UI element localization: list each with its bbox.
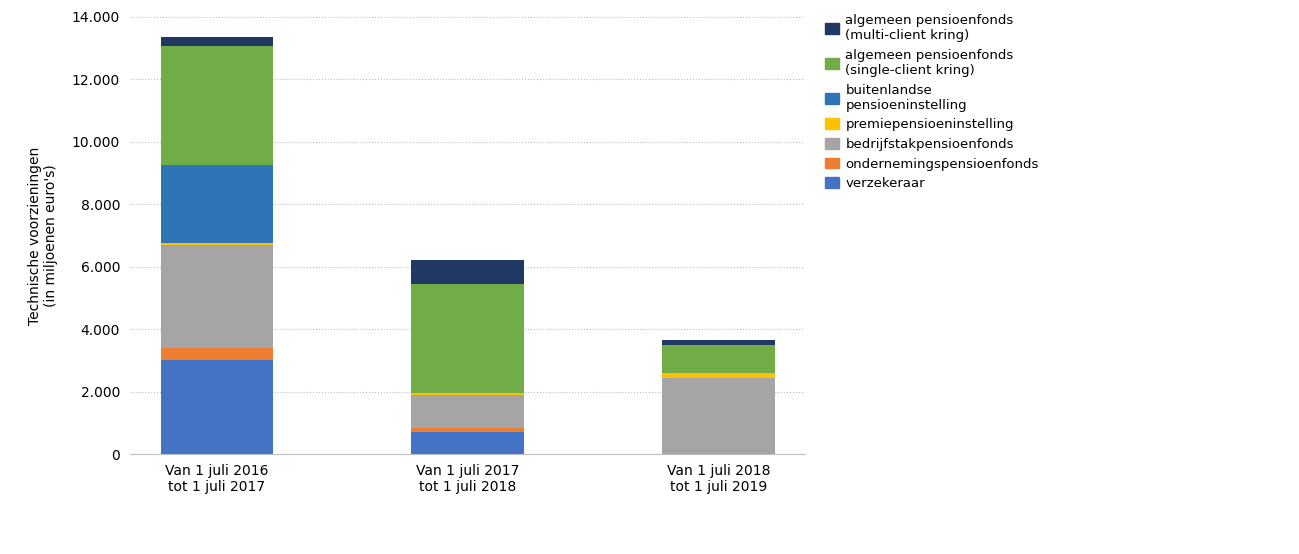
Bar	[662, 340, 774, 345]
Bar	[662, 345, 774, 373]
Bar	[662, 378, 774, 454]
Bar	[412, 284, 523, 393]
Bar	[161, 348, 273, 361]
Bar	[412, 428, 523, 432]
Bar	[161, 361, 273, 454]
Bar	[412, 260, 523, 284]
Bar	[412, 395, 523, 428]
Bar	[161, 243, 273, 245]
Bar	[412, 393, 523, 395]
Bar	[161, 165, 273, 243]
Legend: algemeen pensioenfonds
(multi-client kring), algemeen pensioenfonds
(single-clie: algemeen pensioenfonds (multi-client kri…	[825, 14, 1039, 190]
Y-axis label: Technische voorzieningen
(in miljoenen euro's): Technische voorzieningen (in miljoenen e…	[27, 146, 58, 325]
Bar	[161, 47, 273, 165]
Bar	[161, 245, 273, 348]
Bar	[161, 37, 273, 47]
Bar	[412, 432, 523, 454]
Bar	[662, 373, 774, 378]
